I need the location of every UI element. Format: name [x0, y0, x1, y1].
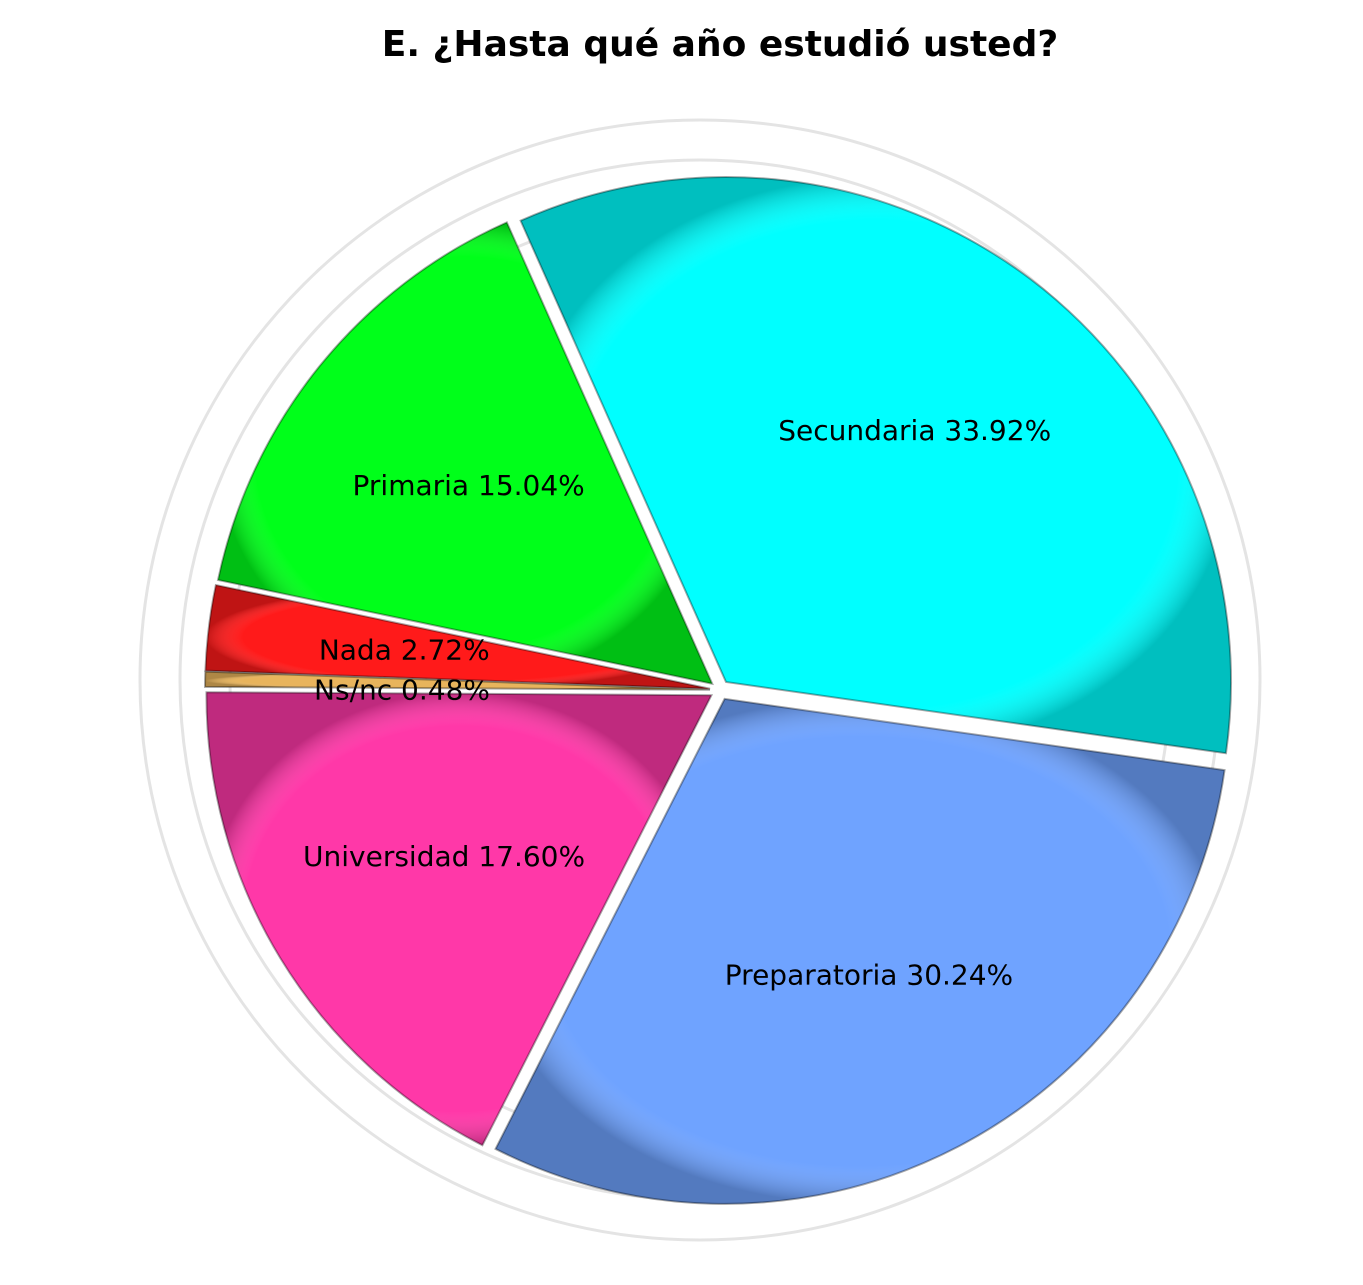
- slice-category: Ns/nc: [314, 673, 392, 706]
- slice-category: Nada: [319, 633, 392, 666]
- slice-category: Universidad: [303, 840, 469, 873]
- slice-label: Nada 2.72%: [319, 633, 490, 666]
- slice-label: Preparatoria 30.24%: [725, 959, 1013, 992]
- slice-label: Universidad 17.60%: [303, 840, 585, 873]
- slice-value-label: 33.92%: [944, 414, 1051, 447]
- slice-value-label: 2.72%: [401, 633, 490, 666]
- slice-category: Primaria: [353, 469, 470, 502]
- slice-label: Primaria 15.04%: [353, 469, 585, 502]
- slice-category: Secundaria: [778, 414, 935, 447]
- chart: E. ¿Hasta qué año estudió usted? Secunda…: [0, 0, 1363, 1285]
- slice-label: Secundaria 33.92%: [778, 414, 1051, 447]
- slice-value-label: 15.04%: [478, 469, 585, 502]
- chart-title: E. ¿Hasta qué año estudió usted?: [382, 24, 1059, 65]
- slice-value-label: 17.60%: [478, 840, 585, 873]
- slice-value-label: 30.24%: [906, 959, 1013, 992]
- slice-category: Preparatoria: [725, 959, 898, 992]
